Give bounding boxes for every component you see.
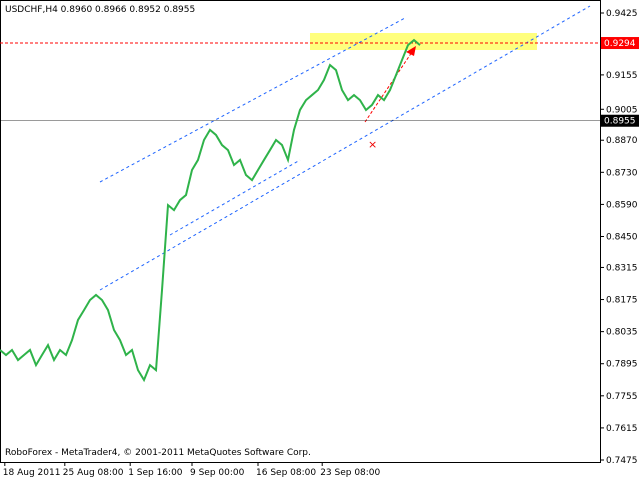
y-tick-label: 0.9155 (606, 71, 638, 81)
y-tick-label: 0.7895 (606, 360, 638, 370)
y-tick-label: 0.8590 (606, 200, 638, 210)
x-tick-label: 9 Sep 00:00 (190, 468, 245, 478)
level-label: 0.8955 (604, 117, 636, 127)
y-tick-label: 0.9425 (606, 9, 638, 19)
y-tick-label: 0.7475 (606, 456, 638, 466)
y-tick-label: 0.9005 (606, 105, 638, 115)
footer: RoboForex - MetaTrader4, © 2001-2011 Met… (5, 448, 311, 458)
chart-title: USDCHF,H4 0.8960 0.8966 0.8952 0.8955 (5, 5, 195, 15)
level-box (601, 114, 639, 127)
y-tick-label: 0.8870 (606, 136, 638, 146)
y-tick-label: 0.8035 (606, 328, 638, 338)
forecast-arrow (364, 51, 413, 123)
y-tick-label: 0.7615 (606, 424, 638, 434)
x-tick-label: 18 Aug 2011 (3, 468, 61, 478)
plot-frame (0, 0, 601, 463)
channel-line (99, 5, 591, 291)
level-label: 0.9294 (604, 39, 636, 49)
y-tick-label: 0.8175 (606, 296, 638, 306)
y-tick-label: 0.8730 (606, 168, 638, 178)
x-tick-label: 16 Sep 08:00 (256, 468, 316, 478)
arrow-head (406, 46, 416, 56)
y-tick-label: 0.7755 (606, 392, 638, 402)
cross-marker: × (368, 138, 377, 151)
channel-line (99, 17, 406, 183)
y-tick-label: 0.8450 (606, 233, 638, 243)
level-box (601, 37, 639, 50)
x-tick-label: 23 Sep 08:00 (320, 468, 380, 478)
channel-line (169, 159, 301, 236)
y-tick-label: 0.8315 (606, 263, 638, 273)
x-tick-label: 1 Sep 16:00 (128, 468, 183, 478)
target-zone (310, 33, 537, 50)
x-tick-label: 25 Aug 08:00 (63, 468, 124, 478)
price-line (0, 38, 421, 383)
